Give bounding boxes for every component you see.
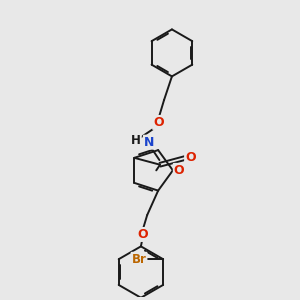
- Text: H: H: [131, 134, 141, 147]
- Text: O: O: [153, 116, 164, 129]
- Text: O: O: [174, 164, 184, 177]
- Text: N: N: [144, 136, 154, 149]
- Text: O: O: [185, 151, 196, 164]
- Text: O: O: [137, 228, 148, 241]
- Text: Br: Br: [132, 253, 146, 266]
